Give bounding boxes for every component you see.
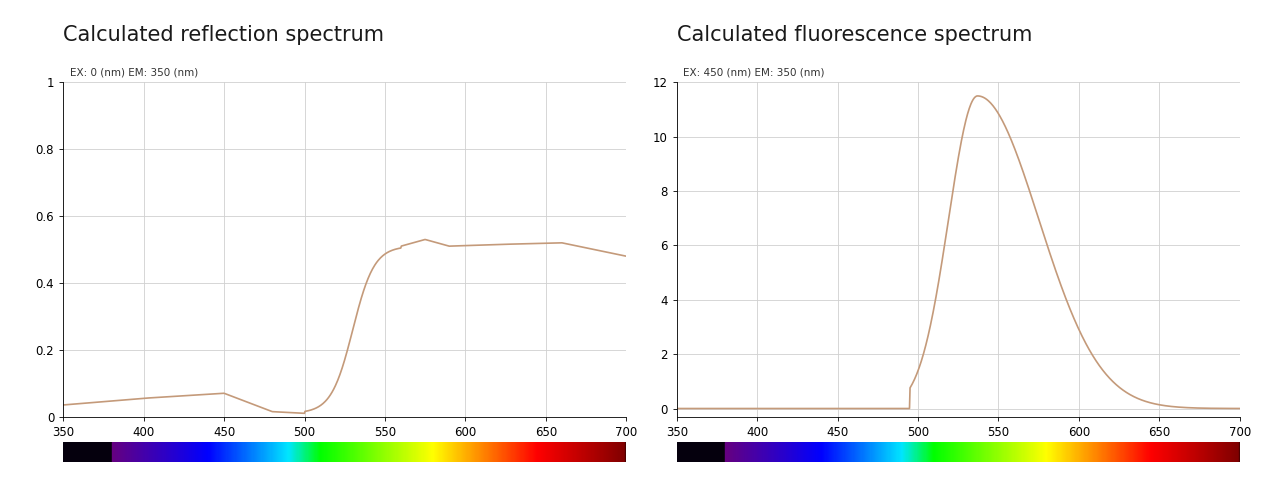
Text: Calculated reflection spectrum: Calculated reflection spectrum xyxy=(63,25,385,45)
Text: EX: 450 (nm) EM: 350 (nm): EX: 450 (nm) EM: 350 (nm) xyxy=(683,67,825,77)
Text: Calculated fluorescence spectrum: Calculated fluorescence spectrum xyxy=(677,25,1032,45)
Text: EX: 0 (nm) EM: 350 (nm): EX: 0 (nm) EM: 350 (nm) xyxy=(70,67,197,77)
X-axis label: EM (nm): EM (nm) xyxy=(932,444,984,457)
X-axis label: EM (nm): EM (nm) xyxy=(319,444,371,457)
